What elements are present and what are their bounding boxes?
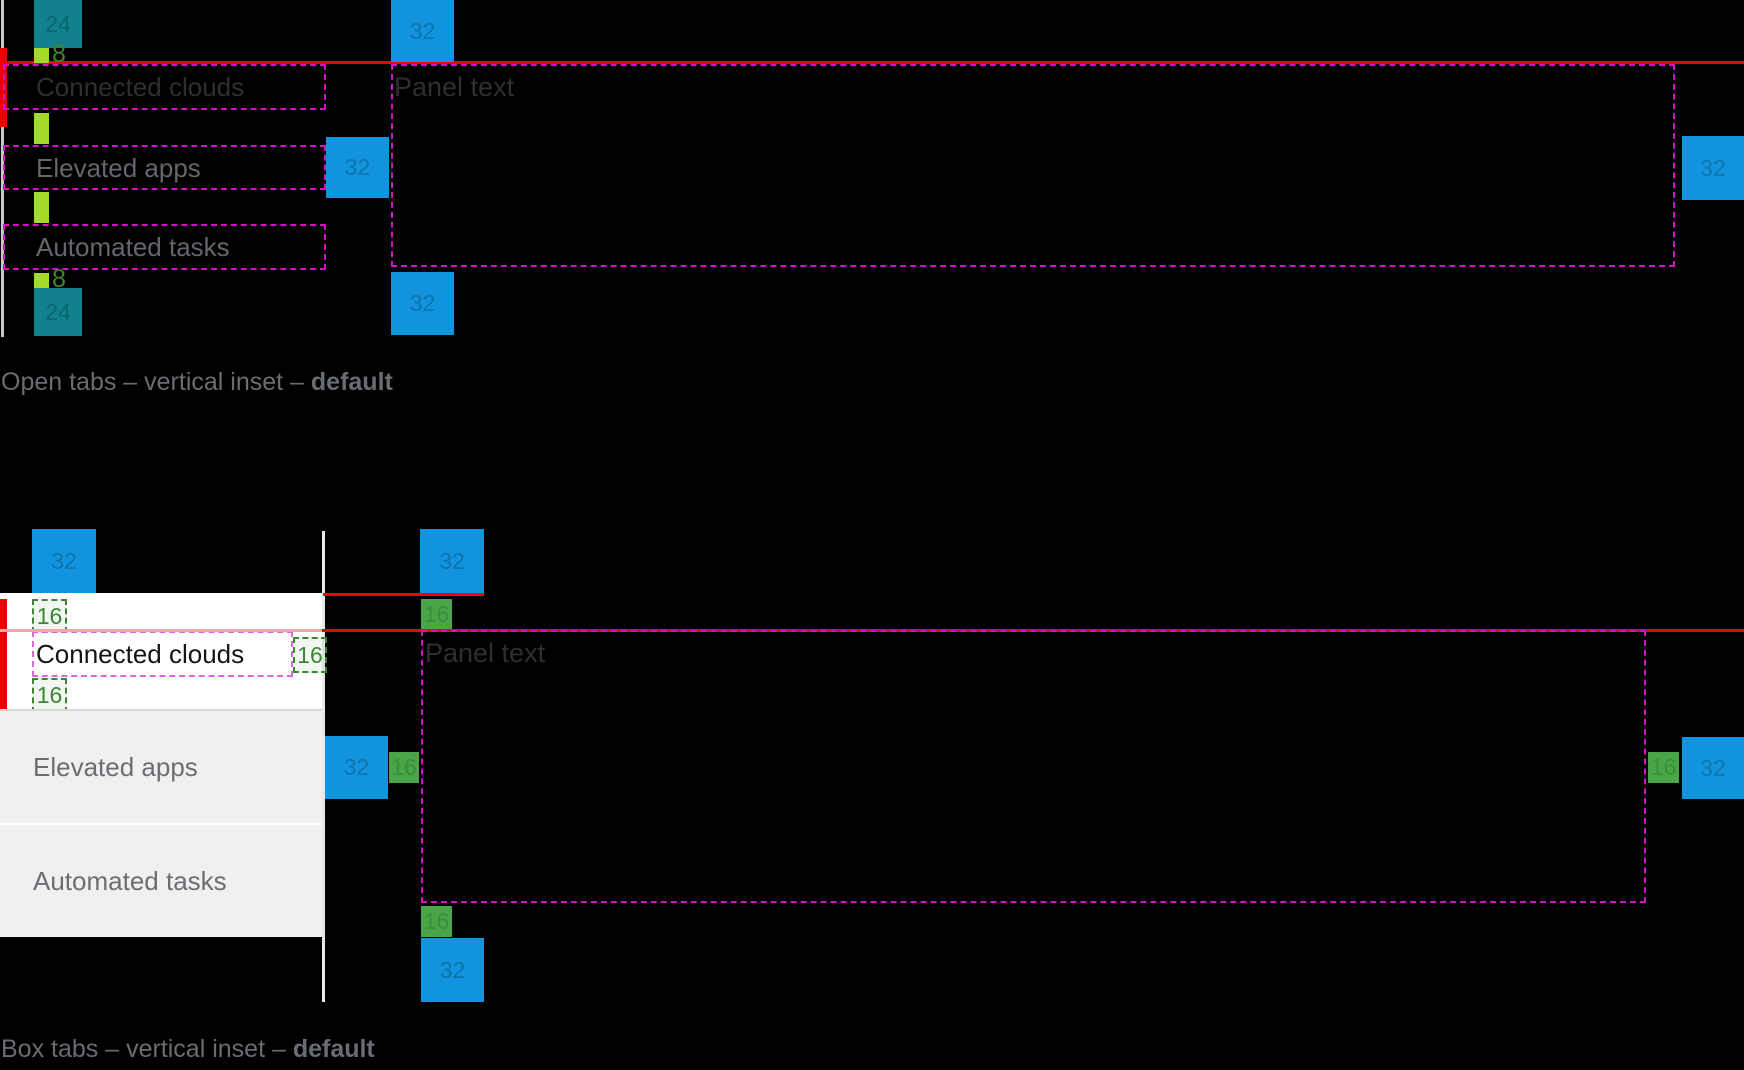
row-divider <box>0 709 322 711</box>
spacer-32-square: 32 <box>325 736 388 799</box>
spacer-32-square: 32 <box>1682 737 1744 799</box>
spacer-24-square: 24 <box>34 0 82 48</box>
spec-caption-open-tabs: Open tabs – vertical inset – default <box>1 368 393 397</box>
panel-text: Panel text <box>394 72 515 102</box>
spacer-16-value: 16 <box>391 754 417 780</box>
top-alignment-guide-line <box>0 61 1744 64</box>
spacer-32-square: 32 <box>391 0 454 62</box>
spacer-16-square: 16 <box>421 906 452 937</box>
tab-gap-spacer <box>34 192 49 223</box>
spacer-16-square: 16 <box>1648 752 1679 783</box>
caption-text: Box tabs – vertical inset – <box>1 1035 293 1063</box>
box-tabs-spec: 32 32 16 Connected clouds 16 16 Elevated <box>0 410 1744 1070</box>
spacer-16-square: 16 <box>389 752 419 783</box>
spacer-24-value: 24 <box>45 10 71 37</box>
tab-label: Connected clouds <box>36 639 245 669</box>
spacer-8-square <box>34 48 49 63</box>
spacer-16-square: 16 <box>421 599 452 629</box>
spacer-32-value: 32 <box>439 547 465 574</box>
inset-16-value: 16 <box>297 641 323 668</box>
inset-16-box: 16 <box>293 637 327 673</box>
spacer-32-value: 32 <box>439 956 466 983</box>
open-tabs-spec: 24 24 8 8 Connected clouds Elevated apps… <box>0 0 1744 410</box>
spacer-32-square: 32 <box>32 529 96 593</box>
tab-label: Connected clouds <box>36 72 245 102</box>
spacer-32-value: 32 <box>343 754 370 780</box>
tab-gap-spacer <box>34 113 49 144</box>
inset-16-box: 16 <box>32 678 67 713</box>
spacer-32-value: 32 <box>409 290 436 316</box>
row-divider <box>0 823 322 825</box>
spacer-32-value: 32 <box>1700 754 1726 781</box>
spacer-24-value: 24 <box>45 298 71 325</box>
tab-label: Elevated apps <box>36 152 201 183</box>
spacer-32-square: 32 <box>391 272 454 335</box>
tab-elevated-apps[interactable]: Elevated apps <box>0 711 322 823</box>
caption-variant: default <box>310 368 393 396</box>
spacer-32-square: 32 <box>421 938 484 1002</box>
spacer-16-value: 16 <box>1650 754 1677 780</box>
measure-label-8: 8 <box>52 265 66 293</box>
tab-automated-tasks[interactable]: Automated tasks <box>0 825 322 937</box>
selected-tab-accent-bar <box>0 599 7 709</box>
tab-label: Automated tasks <box>36 232 230 262</box>
spacer-8-square <box>34 273 49 288</box>
inset-16-value: 16 <box>36 602 63 629</box>
spacer-32-square: 32 <box>326 137 389 198</box>
spacer-32-value: 32 <box>409 17 436 44</box>
spacer-16-value: 16 <box>423 908 450 934</box>
tab-content-panel <box>421 630 1646 903</box>
inset-16-box: 16 <box>32 599 67 633</box>
measure-label-8: 8 <box>52 40 66 68</box>
inset-16-value: 16 <box>36 682 63 708</box>
tab-label: Elevated apps <box>33 752 198 782</box>
tabs-panel-divider-line <box>322 531 325 1002</box>
panel-text: Panel text <box>425 638 546 668</box>
tab-connected-clouds[interactable]: Connected clouds <box>3 64 326 110</box>
spacer-16-value: 16 <box>423 600 450 627</box>
spacer-32-value: 32 <box>1700 154 1726 181</box>
caption-variant: default <box>292 1035 375 1063</box>
spec-caption-box-tabs: Box tabs – vertical inset – default <box>1 1035 375 1064</box>
tab-label-bounds: Connected clouds <box>32 631 293 677</box>
tabs-left-border-line <box>1 0 4 337</box>
spacer-32-square: 32 <box>1682 136 1744 200</box>
spacer-32-square: 32 <box>420 529 484 593</box>
caption-text: Open tabs – vertical inset – <box>1 368 311 396</box>
spacer-32-value: 32 <box>344 154 371 180</box>
tab-automated-tasks[interactable]: Automated tasks <box>3 224 326 270</box>
tab-content-panel <box>391 64 1675 267</box>
panel-top-guide-line <box>323 593 484 596</box>
tab-connected-clouds[interactable]: 16 Connected clouds 16 16 <box>0 593 327 713</box>
tab-label: Automated tasks <box>33 866 227 896</box>
spacer-32-value: 32 <box>51 547 77 574</box>
tab-elevated-apps[interactable]: Elevated apps <box>3 145 326 190</box>
panel-text-guide-line-overlay <box>0 629 322 632</box>
spacer-24-square: 24 <box>34 288 82 336</box>
